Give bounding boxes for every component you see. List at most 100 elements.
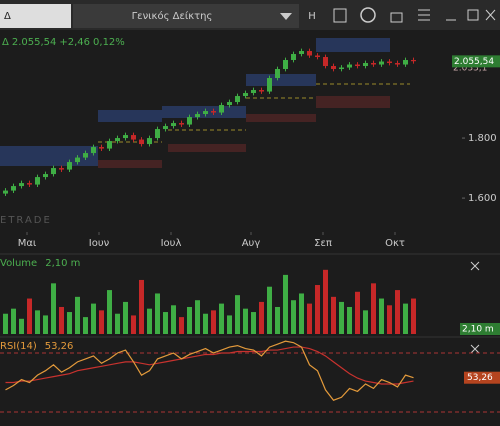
candle-body xyxy=(371,63,376,65)
volume-bar xyxy=(195,300,200,334)
volume-bar xyxy=(331,296,336,334)
title-box[interactable] xyxy=(73,4,299,28)
last-price-tag-bg xyxy=(452,55,500,68)
candle-body xyxy=(331,66,336,70)
watermark: ETRADE xyxy=(0,215,52,226)
volume-bar xyxy=(99,310,104,334)
candle-body xyxy=(67,162,72,170)
volume-bar xyxy=(395,290,400,334)
volume-bar xyxy=(363,310,368,334)
candle-body xyxy=(19,183,24,187)
candle-body xyxy=(299,51,304,55)
volume-current: 2,10 m xyxy=(45,258,80,269)
volume-tag: 2,10 m xyxy=(462,325,494,335)
volume-bar xyxy=(291,300,296,334)
candle-body xyxy=(243,93,248,97)
close-volume[interactable] xyxy=(470,261,480,271)
candle-body xyxy=(227,102,232,106)
volume-bar xyxy=(347,306,352,334)
y-tick-label: 1.800 xyxy=(468,133,497,144)
candle-body xyxy=(307,51,312,56)
volume-bar xyxy=(251,312,256,334)
rsi-name: RSI(14) xyxy=(0,341,37,352)
candle-body xyxy=(355,64,360,67)
volume-bar xyxy=(259,301,264,334)
volume-bar xyxy=(51,283,56,334)
volume-bar xyxy=(19,318,24,334)
menu-icon[interactable] xyxy=(418,9,430,21)
x-tick-label: Μαι xyxy=(18,238,37,249)
candle-body xyxy=(211,111,216,113)
candle-body xyxy=(99,147,104,149)
volume-bar xyxy=(43,315,48,334)
candle-body xyxy=(131,135,136,140)
candle-body xyxy=(347,64,352,68)
candle-body xyxy=(259,90,264,92)
x-tick-label: Οκτ xyxy=(385,238,405,249)
candle-body xyxy=(75,157,80,163)
volume-tag-bg xyxy=(460,323,500,335)
candle-body xyxy=(235,96,240,103)
volume-bar xyxy=(147,308,152,334)
candle-body xyxy=(403,60,408,65)
rsi-current: 53,26 xyxy=(45,341,74,352)
candle-body xyxy=(315,55,320,58)
y-tick-label: 1.600 xyxy=(468,193,497,204)
quote-icon[interactable] xyxy=(360,7,376,23)
interval-button[interactable]: H xyxy=(308,11,316,22)
lock-icon[interactable] xyxy=(390,12,403,23)
price-info: 0,12% xyxy=(93,37,125,48)
volume-bar xyxy=(35,310,40,334)
rsi-signal xyxy=(5,346,414,385)
candle-body xyxy=(163,126,168,130)
price-info: +2,46 xyxy=(59,37,90,48)
volume-bar xyxy=(179,317,184,334)
volume-bar xyxy=(355,291,360,334)
volume-bar xyxy=(11,308,16,334)
x-tick-label: Ιουν xyxy=(89,238,110,249)
volume-bar xyxy=(403,303,408,334)
volume-bar xyxy=(371,283,376,334)
candle-body xyxy=(339,67,344,70)
candle-body xyxy=(379,61,384,65)
candle-body xyxy=(323,57,328,67)
volume-bar xyxy=(219,303,224,334)
volume-bar xyxy=(283,274,288,334)
volume-bar xyxy=(211,310,216,334)
volume-bar xyxy=(323,269,328,334)
candle-body xyxy=(179,123,184,125)
rsi-tag-bg xyxy=(464,371,500,384)
candle-body xyxy=(27,183,32,185)
volume-bar xyxy=(411,298,416,334)
title: Γενικός Δείκτης xyxy=(132,10,213,22)
candle-body xyxy=(155,129,160,139)
candle-body xyxy=(35,177,40,185)
candle-body xyxy=(3,190,8,194)
volume-bar xyxy=(299,293,304,334)
candle-body xyxy=(395,63,400,65)
second-price-tag: 2.033,1 xyxy=(453,64,487,74)
volume-bar xyxy=(171,305,176,334)
candle-body xyxy=(187,117,192,125)
symbol-box[interactable] xyxy=(0,4,71,28)
dropdown-arrow[interactable] xyxy=(280,13,292,20)
volume-bar xyxy=(115,313,120,334)
maximize-icon[interactable] xyxy=(467,9,479,21)
volume-bar xyxy=(243,308,248,334)
close-rsi[interactable] xyxy=(470,344,480,354)
last-price-tag: 2.055,54 xyxy=(454,57,494,67)
candle-body xyxy=(387,61,392,64)
close-icon[interactable] xyxy=(485,9,496,21)
candle-body xyxy=(139,139,144,145)
volume-bar xyxy=(315,285,320,334)
volume-bar xyxy=(235,295,240,334)
volume-bar xyxy=(139,279,144,334)
candle-body xyxy=(291,54,296,61)
candle-body xyxy=(11,186,16,191)
layout-icon[interactable] xyxy=(333,8,347,23)
volume-bar xyxy=(267,286,272,334)
volume-bar xyxy=(91,303,96,334)
candle-body xyxy=(115,138,120,142)
